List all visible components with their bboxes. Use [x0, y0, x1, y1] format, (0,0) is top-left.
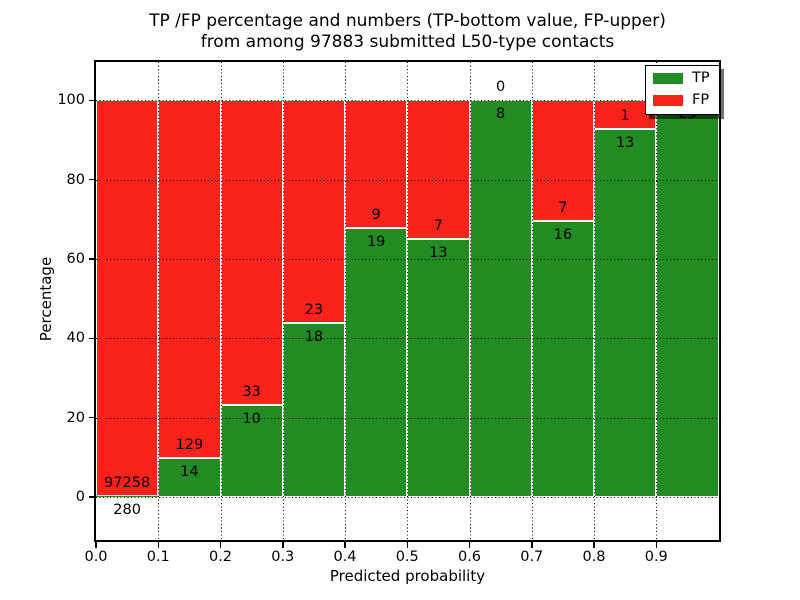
x-tick-label-0.4: 0.4 — [333, 549, 357, 565]
chart-title-line-2: from among 97883 submitted L50-type cont… — [200, 32, 615, 52]
bar-label-tp-7: 16 — [553, 227, 573, 244]
gridline-v-0.7 — [531, 62, 533, 540]
bar-label-fp-2: 33 — [242, 383, 261, 400]
bar-label-tp-3: 18 — [304, 328, 324, 345]
legend: TP FP — [645, 65, 720, 115]
plot-area: 97258280129143310231891971308716113025 T… — [94, 60, 721, 542]
x-tick-0.2 — [219, 541, 222, 548]
x-tick-label-0.0: 0.0 — [84, 549, 108, 565]
y-tick-label-60: 60 — [66, 250, 85, 267]
y-tick-label-40: 40 — [66, 330, 85, 347]
bar-label-tp-2: 10 — [242, 410, 261, 427]
bar-segment-tp-3 — [282, 322, 345, 497]
y-tick-40 — [89, 337, 96, 340]
y-tick-0 — [89, 496, 96, 498]
x-tick-label-0.3: 0.3 — [271, 549, 295, 565]
legend-tp-swatch — [653, 73, 683, 84]
bar-segment-fp-4 — [345, 100, 408, 228]
x-tick-0.7 — [531, 541, 533, 548]
bar-label-fp-5: 7 — [433, 218, 443, 235]
legend-fp-label: FP — [692, 92, 710, 108]
x-tick-label-0.9: 0.9 — [644, 549, 668, 565]
y-tick-20 — [89, 416, 96, 419]
x-tick-0.6 — [468, 541, 471, 548]
bar-label-tp-5: 13 — [429, 245, 448, 262]
gridline-v-0.8 — [594, 62, 595, 540]
bar-label-tp-0: 280 — [113, 501, 141, 518]
bar-segment-tp-7 — [531, 221, 594, 497]
x-tick-label-0.8: 0.8 — [582, 549, 606, 565]
y-tick-100 — [89, 99, 96, 102]
bar-segment-fp-2 — [220, 100, 283, 405]
legend-item-tp: TP — [653, 71, 710, 86]
x-axis-label: Predicted probability — [329, 567, 486, 585]
x-tick-0.4 — [344, 541, 346, 548]
x-tick-0.1 — [157, 541, 159, 548]
bar-label-fp-6: 0 — [496, 79, 506, 96]
bar-label-fp-4: 9 — [371, 206, 381, 223]
y-tick-label-0: 0 — [75, 489, 85, 505]
bar-label-fp-8: 1 — [620, 107, 630, 124]
y-tick-label-20: 20 — [66, 409, 85, 426]
chart-title-line-1: TP /FP percentage and numbers (TP-bottom… — [149, 11, 666, 31]
bar-label-tp-8: 13 — [615, 134, 635, 151]
x-tick-0.0 — [95, 541, 97, 548]
x-tick-label-0.2: 0.2 — [208, 549, 233, 565]
legend-item-fp: FP — [653, 93, 710, 108]
bar-segment-tp-0 — [96, 495, 159, 497]
x-tick-0.9 — [655, 541, 657, 548]
x-tick-label-0.5: 0.5 — [395, 549, 419, 565]
legend-tp-label: TP — [692, 70, 710, 86]
bar-segment-tp-6 — [469, 100, 532, 497]
legend-fp-swatch — [653, 95, 683, 106]
gridline-v-0.6 — [469, 62, 471, 540]
bar-segment-tp-5 — [407, 239, 470, 497]
bar-label-fp-0: 97258 — [104, 474, 151, 491]
bar-segment-tp-9 — [656, 100, 719, 497]
gridline-v-0.3 — [282, 62, 284, 540]
gridline-v-0.2 — [220, 62, 222, 540]
bar-label-tp-6: 8 — [496, 106, 506, 123]
x-tick-0.5 — [406, 541, 408, 548]
bar-segment-tp-4 — [345, 227, 408, 497]
y-tick-60 — [89, 258, 96, 260]
x-tick-label-0.6: 0.6 — [457, 549, 482, 565]
bar-segment-fp-0 — [96, 100, 159, 496]
bar-segment-tp-8 — [594, 128, 657, 497]
x-tick-label-0.7: 0.7 — [520, 549, 544, 565]
bar-label-tp-4: 19 — [366, 233, 386, 250]
gridline-v-0.4 — [345, 62, 346, 540]
gridline-v-0.1 — [158, 62, 160, 540]
bar-label-fp-1: 129 — [175, 437, 204, 454]
x-tick-0.3 — [282, 541, 284, 548]
bar-label-fp-7: 7 — [558, 200, 568, 217]
y-tick-label-80: 80 — [66, 171, 85, 188]
bar-segment-tp-1 — [158, 458, 221, 497]
bar-segment-fp-1 — [158, 100, 221, 459]
y-tick-80 — [89, 178, 96, 181]
bar-segment-fp-3 — [282, 100, 345, 323]
x-tick-0.8 — [593, 541, 595, 548]
gridline-v-0.5 — [407, 62, 409, 540]
x-tick-label-0.1: 0.1 — [146, 549, 170, 565]
gridline-v-0.9 — [656, 62, 658, 540]
y-tick-label-100: 100 — [57, 92, 85, 109]
bar-label-tp-1: 14 — [180, 464, 199, 481]
chart-title: TP /FP percentage and numbers (TP-bottom… — [96, 11, 719, 53]
bar-label-fp-3: 23 — [304, 301, 324, 318]
y-axis-label: Percentage — [37, 256, 55, 342]
bar-segment-fp-7 — [531, 100, 594, 222]
